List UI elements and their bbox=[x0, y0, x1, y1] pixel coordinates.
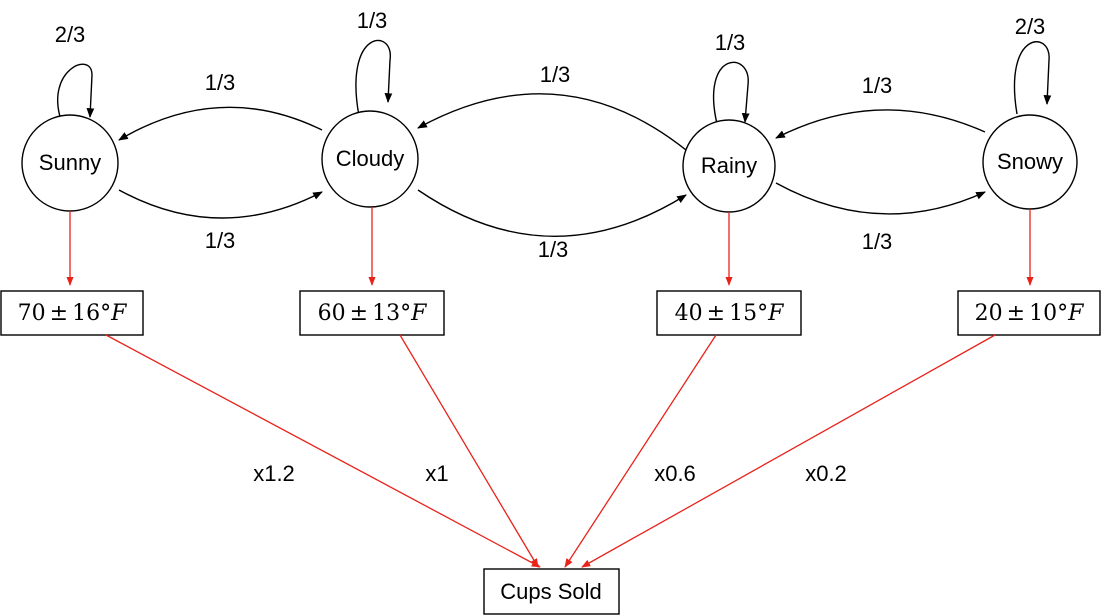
self-prob-cloudy: 1/3 bbox=[357, 8, 388, 33]
self-prob-sunny: 2/3 bbox=[55, 22, 86, 47]
prob-rainy-to-cloudy: 1/3 bbox=[540, 62, 571, 87]
arc-sunny-to-cloudy bbox=[118, 189, 323, 219]
prob-snowy-to-rainy: 1/3 bbox=[862, 73, 893, 98]
arc-rainy-to-snowy bbox=[775, 182, 986, 215]
state-node-snowy: Snowy bbox=[982, 114, 1078, 210]
self-prob-rainy: 1/3 bbox=[715, 30, 746, 55]
arc-cloudy-to-sunny bbox=[118, 106, 323, 141]
cups-sold-label: Cups Sold bbox=[500, 579, 602, 604]
arc-cloudy-to-rainy bbox=[417, 189, 687, 237]
prob-cloudy-to-sunny: 1/3 bbox=[205, 70, 236, 95]
self-loop-sunny bbox=[57, 63, 95, 121]
state-node-rainy: Rainy bbox=[682, 119, 776, 213]
cups-sold-box: Cups Sold bbox=[483, 568, 620, 615]
temp-label: 70 ±16°F bbox=[18, 301, 127, 326]
multiplier-sunny: x1.2 bbox=[253, 461, 295, 486]
temp-box-rainy: 40 ±15°F bbox=[656, 290, 802, 336]
state-node-cloudy: Cloudy bbox=[321, 110, 419, 208]
contrib-arrow-snowy bbox=[581, 334, 996, 568]
temp-label: 40 ±15°F bbox=[675, 301, 784, 326]
temp-box-cloudy: 60 ±13°F bbox=[299, 290, 445, 336]
self-loop-cloudy bbox=[355, 39, 393, 117]
state-node-sunny: Sunny bbox=[21, 114, 119, 212]
state-label: Snowy bbox=[997, 149, 1063, 174]
prob-sunny-to-cloudy: 1/3 bbox=[205, 228, 236, 253]
temp-label: 20 ±10°F bbox=[975, 301, 1084, 326]
self-loop-snowy bbox=[1013, 41, 1052, 115]
state-label: Sunny bbox=[39, 150, 101, 175]
state-label: Cloudy bbox=[336, 146, 404, 171]
temp-box-sunny: 70 ±16°F bbox=[0, 290, 144, 336]
arc-rainy-to-cloudy bbox=[417, 93, 687, 151]
prob-rainy-to-snowy: 1/3 bbox=[862, 229, 893, 254]
temp-label: 60 ±13°F bbox=[318, 301, 427, 326]
contrib-arrow-sunny bbox=[105, 334, 541, 568]
multiplier-snowy: x0.2 bbox=[805, 461, 847, 486]
state-label: Rainy bbox=[701, 153, 757, 178]
multiplier-cloudy: x1 bbox=[425, 461, 448, 486]
self-prob-snowy: 2/3 bbox=[1015, 14, 1046, 39]
arc-snowy-to-rainy bbox=[775, 109, 986, 139]
prob-cloudy-to-rainy: 1/3 bbox=[538, 237, 569, 262]
temp-box-snowy: 20 ±10°F bbox=[957, 290, 1101, 336]
contrib-arrow-cloudy bbox=[399, 334, 539, 568]
contrib-arrow-rainy bbox=[564, 334, 717, 568]
self-loop-rainy bbox=[712, 61, 750, 125]
multiplier-rainy: x0.6 bbox=[654, 461, 696, 486]
